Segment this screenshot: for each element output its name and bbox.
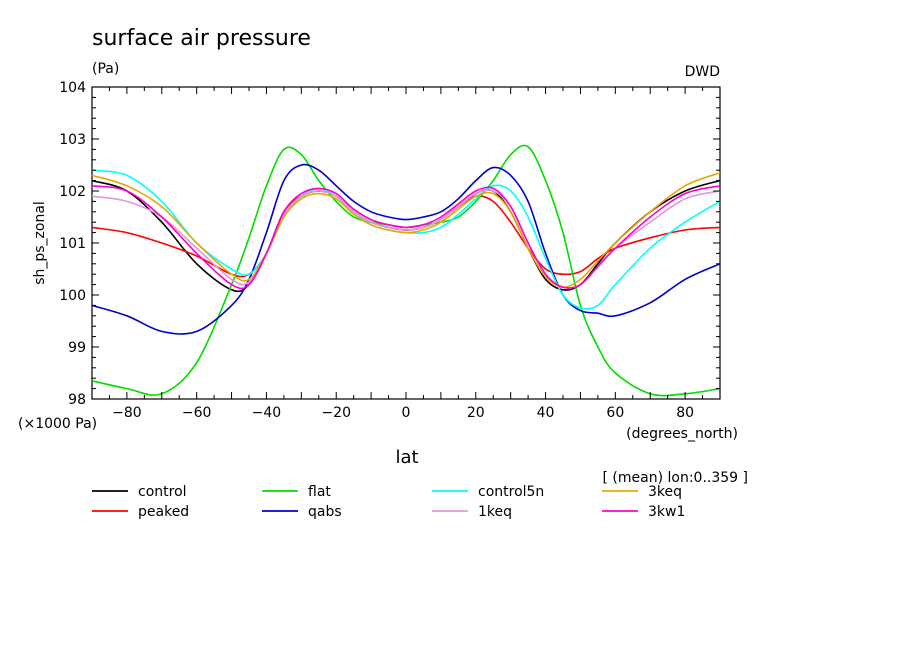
y-tick-label: 103 [59,132,86,148]
source-label: DWD [685,64,720,80]
x-tick-label: −80 [112,405,142,421]
legend-item-qabs: qabs [262,504,342,520]
series-line-3keq [91,172,721,289]
x-tick-label: −40 [252,405,282,421]
y-tick-label: 99 [68,340,86,356]
x-tick-label: 0 [402,405,411,421]
y-tick-label: 101 [59,236,86,252]
legend-item-peaked: peaked [92,504,189,520]
y-scale-note: (×1000 Pa) [18,416,97,432]
y-tick-label: 100 [59,288,86,304]
legend-label: flat [308,484,331,500]
units-label: (Pa) [92,61,119,77]
x-tick-label: −60 [182,405,212,421]
series-line-control5n [91,169,721,310]
series-line-qabs [91,163,721,335]
legend-item-control5n: control5n [432,484,544,500]
legend-item-3kw1: 3kw1 [602,504,685,520]
x-tick-label: 20 [467,405,485,421]
chart-title: surface air pressure [92,26,311,51]
legend-label: qabs [308,504,342,520]
legend-label: 3kw1 [648,504,685,520]
series-layer [91,144,721,397]
x-tick-label: 80 [676,405,694,421]
x-axis-label: lat [395,447,418,468]
subset-note: [ (mean) lon:0..359 ] [603,470,748,486]
x-axis-ticks: −80 −60 −40 −20 0 20 40 60 80 [91,87,721,421]
y-axis-ticks: 98 99 100 101 102 103 104 [59,80,720,408]
series-line-flat [91,144,721,397]
legend-label: control [138,484,187,500]
y-tick-label: 102 [59,184,86,200]
y-tick-label: 104 [59,80,86,96]
series-line-control [91,179,721,293]
legend: control peaked flat qabs control5n 1keq 3keq 3k… [92,484,685,520]
legend-label: peaked [138,504,189,520]
y-axis-label: sh_ps_zonal [32,201,48,285]
legend-item-1keq: 1keq [432,504,512,520]
plot-area: −80 −60 −40 −20 0 20 40 60 80 98 99 100 101 102 103 10… [59,80,721,421]
legend-label: 3keq [648,484,682,500]
legend-label: control5n [478,484,544,500]
series-line-3kw1 [91,185,721,290]
legend-item-3keq: 3keq [602,484,682,500]
x-tick-label: 40 [537,405,555,421]
legend-label: 1keq [478,504,512,520]
y-tick-label: 98 [68,392,86,408]
x-units-label: (degrees_north) [626,426,738,442]
x-tick-label: 60 [606,405,624,421]
legend-item-control: control [92,484,187,500]
x-tick-label: −20 [321,405,351,421]
legend-item-flat: flat [262,484,331,500]
